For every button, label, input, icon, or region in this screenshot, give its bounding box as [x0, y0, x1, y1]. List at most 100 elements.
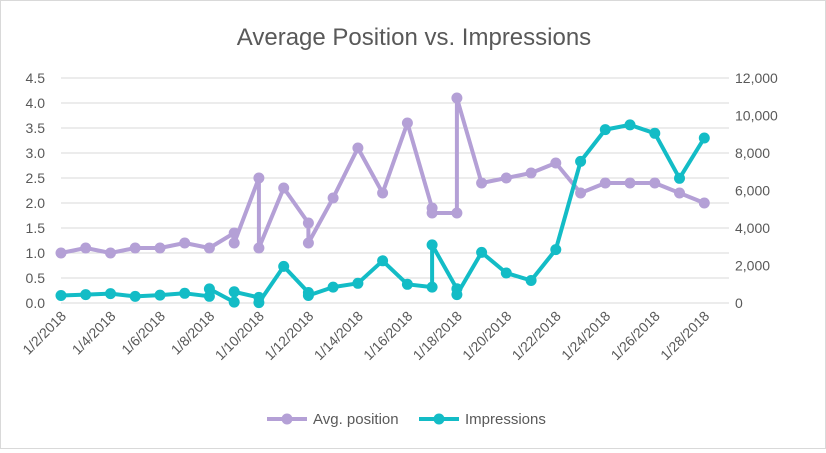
data-point [228, 237, 240, 249]
data-point [154, 289, 166, 301]
series-line [59, 96, 707, 255]
data-point [278, 182, 290, 194]
data-point [550, 244, 562, 256]
legend-marker [281, 413, 293, 425]
data-point [253, 172, 265, 184]
right-tick-label: 2,000 [735, 258, 770, 274]
data-point [80, 242, 92, 254]
data-point [401, 278, 413, 290]
data-point [476, 177, 488, 189]
series-line [59, 122, 707, 305]
x-tick-label: 1/10/2018 [212, 308, 268, 364]
right-tick-label: 10,000 [735, 108, 778, 124]
data-point [80, 289, 92, 301]
data-point [129, 290, 141, 302]
left-tick-label: 3.0 [26, 145, 46, 161]
x-tick-label: 1/18/2018 [410, 308, 466, 364]
right-tick-label: 6,000 [735, 183, 770, 199]
data-point [228, 286, 240, 298]
data-point [302, 290, 314, 301]
data-point [674, 187, 685, 199]
data-point [105, 247, 116, 259]
data-point [451, 207, 463, 219]
data-point [253, 297, 265, 309]
data-point [327, 192, 339, 204]
left-tick-label: 1.0 [26, 245, 46, 261]
data-point [179, 287, 191, 299]
data-point [624, 177, 636, 189]
x-tick-label: 1/6/2018 [118, 308, 168, 358]
data-point [352, 277, 364, 289]
series-impressions [55, 119, 710, 309]
x-tick-label: 1/28/2018 [657, 308, 713, 364]
data-point [55, 247, 67, 259]
data-point [426, 281, 438, 293]
data-point [599, 177, 611, 189]
data-point [327, 281, 339, 293]
data-point [278, 260, 290, 272]
data-point [649, 127, 661, 139]
legend: Avg. position Impressions [267, 411, 546, 428]
data-point [624, 119, 636, 131]
data-point [377, 187, 389, 199]
data-point [500, 267, 512, 279]
data-point [228, 227, 240, 239]
series-avg-position [55, 92, 710, 259]
data-point [451, 289, 463, 301]
data-point [154, 242, 166, 254]
right-axis-ticks: 0 2,000 4,000 6,000 8,000 10,000 12,000 [735, 70, 778, 311]
x-tick-label: 1/2/2018 [19, 308, 69, 358]
data-point [525, 275, 537, 286]
data-point [401, 117, 413, 129]
data-point [129, 242, 141, 254]
data-point [179, 237, 191, 249]
data-point [674, 172, 685, 184]
data-point [649, 177, 661, 189]
gridlines [61, 77, 729, 304]
x-tick-label: 1/26/2018 [608, 308, 664, 364]
x-axis-ticks: 1/2/2018 1/4/2018 1/6/2018 1/8/20181/10/201… [19, 308, 712, 364]
data-point [203, 283, 215, 295]
left-tick-label: 4.0 [26, 95, 46, 111]
x-tick-label: 1/22/2018 [509, 308, 565, 364]
data-point [525, 167, 537, 179]
right-tick-label: 8,000 [735, 145, 770, 161]
left-tick-label: 4.5 [26, 70, 46, 86]
data-point [253, 242, 265, 254]
x-tick-label: 1/16/2018 [360, 308, 416, 364]
legend-label: Avg. position [313, 411, 399, 428]
data-point [550, 157, 562, 169]
data-point [55, 290, 67, 301]
right-tick-label: 4,000 [735, 220, 770, 236]
data-point [228, 296, 240, 308]
data-point [698, 197, 710, 209]
right-tick-label: 12,000 [735, 70, 778, 86]
legend-marker [433, 413, 445, 425]
left-tick-label: 2.5 [26, 170, 46, 186]
left-tick-label: 1.5 [26, 220, 46, 236]
series-layer [55, 92, 710, 309]
left-tick-label: 0.5 [26, 270, 46, 286]
x-tick-label: 1/20/2018 [459, 308, 515, 364]
legend-label: Impressions [465, 411, 546, 428]
data-point [599, 124, 611, 136]
left-tick-label: 3.5 [26, 120, 46, 136]
data-point [352, 142, 364, 154]
data-point [302, 217, 314, 229]
data-point [426, 239, 438, 251]
data-point [500, 172, 512, 184]
x-tick-label: 1/24/2018 [558, 308, 614, 364]
left-axis-ticks: 0.0 0.5 1.0 1.5 2.0 2.5 3.0 3.5 4.0 4.5 [26, 70, 46, 311]
data-point [476, 246, 488, 258]
right-tick-label: 0 [735, 295, 743, 311]
data-point [426, 207, 438, 219]
left-tick-label: 0.0 [26, 295, 46, 311]
data-point [105, 288, 116, 300]
data-point [302, 237, 314, 249]
x-tick-label: 1/14/2018 [311, 308, 367, 364]
data-point [575, 155, 587, 167]
x-tick-label: 1/4/2018 [69, 308, 119, 358]
data-point [575, 187, 587, 199]
